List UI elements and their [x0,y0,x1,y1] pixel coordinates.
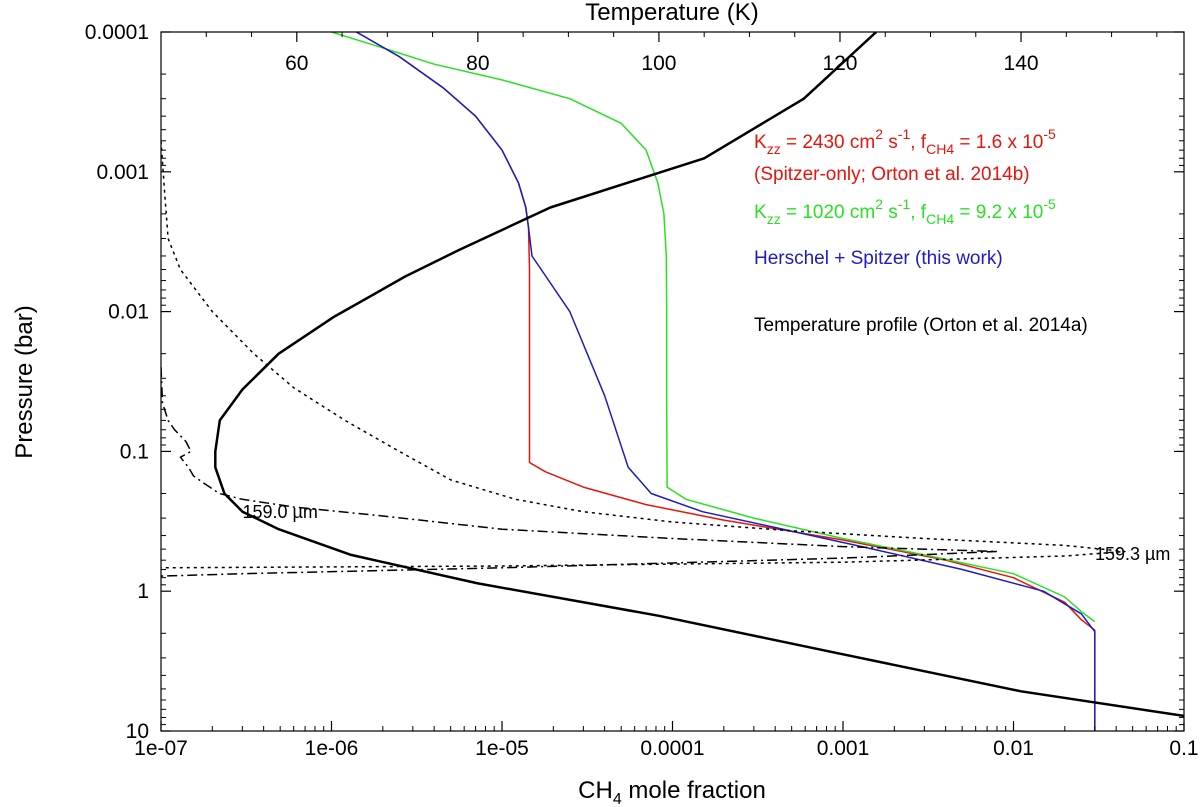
legend-entry-red: (Spitzer-only; Orton et al. 2014b) [754,164,1030,185]
annotation-label: 159.0 µm [242,502,317,522]
y-tick-label: 0.1 [120,440,149,463]
x2-tick-label: 60 [285,52,308,75]
x2-tick-label: 80 [466,52,489,75]
y-tick-label: 10 [126,720,149,743]
x-axis-title-sub: 4 [613,791,622,807]
x2-tick-label: 140 [1004,52,1039,75]
legend-entry-green: Kzz = 1020 cm2 s-1, fCH4 = 9.2 x 10-5 [754,196,1056,227]
x-tick-label: 0.01 [993,737,1034,760]
x-tick-label: 0.001 [817,737,870,760]
x-tick-label: 1e-06 [305,737,359,760]
series-line-blue [356,32,1096,731]
annotation-label: 159.3 µm [1095,544,1170,564]
series-layer [161,32,1184,731]
x2-tick-label: 100 [641,52,676,75]
y-tick-label: 0.0001 [85,21,149,44]
annotations: 159.0 µm 159.3 µm [242,502,1170,564]
legend-entry-temperature: Temperature profile (Orton et al. 2014a) [754,315,1088,336]
series-line-temperature [214,32,1184,718]
x-tick-label: 1e-07 [134,737,188,760]
x2-axis-title: Temperature (K) [585,0,758,26]
y-tick-label: 0.01 [108,301,149,324]
x-axis-title: CH4 mole fraction [578,777,766,807]
x-axis-title-main: CH [578,777,613,804]
x2-tick-label: 120 [822,52,857,75]
legend-entry-red: Kzz = 2430 cm2 s-1, fCH4 = 1.6 x 10-5 [754,126,1056,157]
ticks-layer: 1e-07 1e-06 1e-05 0.0001 0.001 0.01 0.1 0.0001 0… [85,21,1199,760]
x-axis-title-rest: mole fraction [622,777,766,804]
y-tick-label: 0.001 [96,161,149,184]
legend: Kzz = 2430 cm2 s-1, fCH4 = 1.6 x 10-5 (Sp… [754,126,1088,336]
y-axis-title: Pressure (bar) [11,305,38,458]
legend-entry-blue: Herschel + Spitzer (this work) [754,248,1003,269]
series-line-cf-159.3 [161,140,1126,569]
x-tick-label: 0.1 [1169,737,1198,760]
series-line-green [331,32,1096,623]
y-tick-label: 1 [137,580,149,603]
x-tick-label: 0.0001 [640,737,704,760]
x-tick-label: 1e-05 [475,737,529,760]
